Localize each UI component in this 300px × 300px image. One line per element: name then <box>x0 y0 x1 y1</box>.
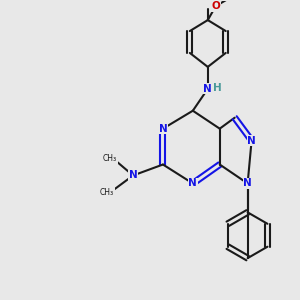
Text: N: N <box>129 170 137 181</box>
Text: N: N <box>247 136 256 146</box>
Text: N: N <box>188 178 197 188</box>
Text: CH₃: CH₃ <box>100 188 114 197</box>
Text: N: N <box>203 84 212 94</box>
Text: N: N <box>243 178 252 188</box>
Text: N: N <box>159 124 167 134</box>
Text: O: O <box>212 1 220 11</box>
Text: H: H <box>213 83 222 93</box>
Text: CH₃: CH₃ <box>103 154 117 163</box>
